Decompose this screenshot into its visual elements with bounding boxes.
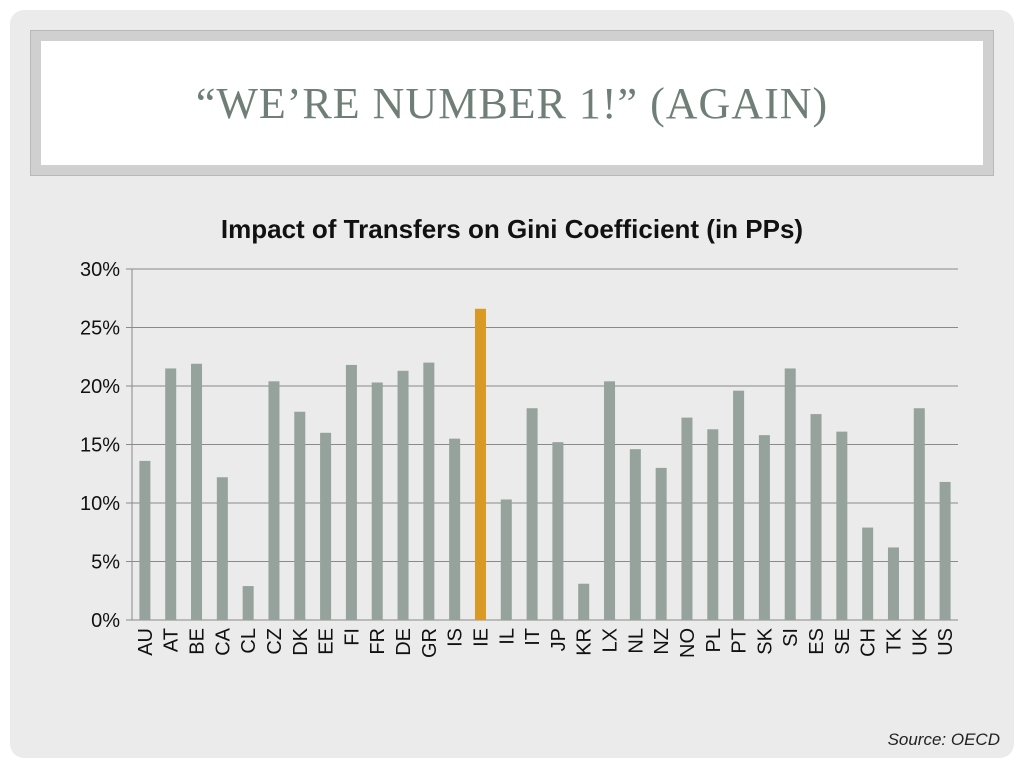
x-tick-label: FR — [367, 628, 389, 655]
x-tick-label: KR — [574, 628, 596, 656]
x-tick-label: SE — [832, 628, 854, 655]
bar-dk — [294, 411, 306, 620]
bar-jp — [552, 442, 564, 620]
bar-ch — [862, 527, 874, 620]
x-axis-ticks: AU AT BE CA CL CZ DK EE FI FR DE GR IS IE IL IT JP KR LX NL… — [135, 627, 957, 658]
bar-de — [397, 370, 409, 620]
title-frame: “WE’RE NUMBER 1!” (AGAIN) — [30, 30, 994, 176]
bar-lx — [604, 381, 616, 620]
bar-pl — [707, 429, 719, 620]
bar-nz — [655, 467, 667, 620]
bar-ie — [474, 308, 486, 620]
y-axis-ticks: 0% 5% 10% 15% 20% 25% 30% — [80, 259, 120, 632]
x-tick-label: UK — [909, 627, 931, 655]
x-tick-label: BE — [187, 628, 209, 655]
bar-au — [139, 460, 151, 620]
bar-si — [784, 368, 796, 620]
x-tick-label: AU — [135, 628, 157, 656]
x-tick-label: DK — [290, 627, 312, 655]
x-tick-label: IT — [522, 628, 544, 646]
bars — [139, 308, 951, 620]
y-tick-label: 20% — [80, 376, 120, 398]
bar-uk — [913, 408, 925, 620]
x-tick-label: EE — [316, 628, 338, 655]
x-tick-label: CZ — [264, 628, 286, 655]
x-tick-label: CA — [212, 627, 234, 655]
x-tick-label: NO — [677, 628, 699, 658]
bar-es — [810, 414, 822, 620]
source-note: Source: OECD — [887, 730, 1000, 749]
slide: “WE’RE NUMBER 1!” (AGAIN) Source: OECD — [10, 10, 1014, 758]
x-tick-label: GR — [419, 628, 441, 658]
bar-tk — [887, 547, 899, 620]
x-tick-label: IE — [470, 628, 492, 647]
x-tick-label: PL — [703, 628, 725, 652]
x-tick-label: NL — [625, 628, 647, 654]
x-tick-label: CH — [858, 628, 880, 657]
bar-fr — [371, 382, 383, 620]
x-tick-label: ES — [806, 628, 828, 655]
bar-se — [836, 431, 848, 620]
bar-kr — [578, 583, 590, 620]
bar-pt — [733, 390, 745, 620]
title-box: “WE’RE NUMBER 1!” (AGAIN) — [41, 41, 983, 165]
y-tick-label: 0% — [91, 610, 120, 632]
bar-gr — [423, 362, 435, 620]
bar-is — [449, 438, 461, 620]
x-tick-label: LX — [600, 628, 622, 652]
bar-sk — [758, 435, 770, 620]
bar-at — [165, 368, 177, 620]
gridlines — [126, 268, 958, 621]
y-tick-label: 10% — [80, 493, 120, 515]
x-tick-label: PT — [729, 628, 751, 654]
bar-cl — [242, 586, 254, 620]
x-tick-label: FI — [341, 628, 363, 646]
y-tick-label: 5% — [91, 552, 120, 574]
x-tick-label: IL — [496, 628, 518, 645]
y-tick-label: 15% — [80, 435, 120, 457]
y-tick-label: 25% — [80, 318, 120, 340]
x-tick-label: SK — [754, 627, 776, 654]
bar-be — [191, 363, 203, 620]
bar-cz — [268, 381, 280, 620]
x-tick-label: NZ — [651, 628, 673, 655]
x-tick-label: SI — [780, 628, 802, 647]
bar-fi — [345, 364, 357, 620]
bar-ca — [216, 477, 228, 620]
x-tick-label: US — [935, 628, 957, 656]
slide-title: “WE’RE NUMBER 1!” (AGAIN) — [195, 78, 829, 128]
bar-us — [939, 481, 951, 620]
chart-title: Impact of Transfers on Gini Coefficient … — [221, 214, 803, 244]
bar-nl — [629, 449, 641, 620]
y-tick-label: 30% — [80, 259, 120, 281]
x-tick-label: JP — [548, 628, 570, 651]
bar-no — [681, 417, 693, 620]
x-tick-label: DE — [393, 628, 415, 656]
x-tick-label: IS — [445, 628, 467, 647]
bar-it — [526, 408, 538, 620]
bar-ee — [320, 432, 332, 620]
bar-il — [500, 499, 512, 620]
x-tick-label: TK — [883, 627, 905, 653]
x-tick-label: AT — [161, 628, 183, 652]
x-tick-label: CL — [238, 628, 260, 654]
